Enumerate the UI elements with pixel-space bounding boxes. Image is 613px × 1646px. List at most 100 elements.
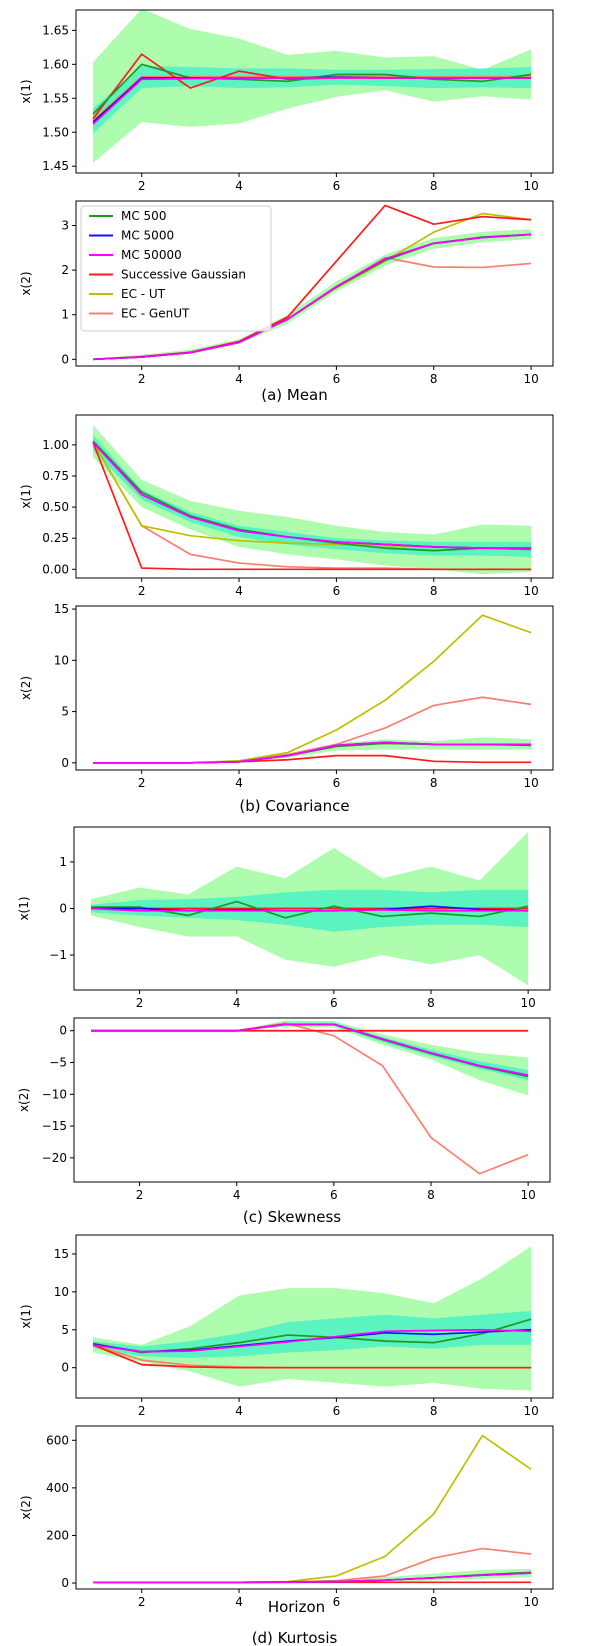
spread-band-1 (93, 229, 532, 360)
y-axis-label: x(1) (19, 1304, 33, 1328)
series-line-successive-gaussian (93, 754, 532, 764)
x-tick-label: 4 (235, 372, 243, 386)
y-tick-label: 2 (61, 263, 69, 277)
subplot-4: 2 4 6 8 10 0 5 10 15 x(2) (b) Covariance (19, 602, 554, 815)
x-axis-label: Horizon (268, 1598, 325, 1616)
y-tick-label: 0 (59, 1024, 67, 1038)
y-tick-label: 0.50 (42, 500, 69, 514)
x-tick-label: 4 (235, 1404, 243, 1418)
x-tick-label: 6 (330, 1188, 338, 1202)
x-tick-label: 8 (430, 584, 438, 598)
legend-entry-label: EC - GenUT (121, 307, 190, 321)
plot-area (92, 1246, 532, 1391)
axes-frame (73, 1017, 551, 1183)
y-axis-label: x(1) (19, 79, 33, 103)
x-tick-label: 4 (233, 1188, 241, 1202)
spread-band-2 (93, 65, 532, 134)
series-line-mc-50000 (91, 1023, 529, 1077)
x-tick-label: 10 (523, 372, 538, 386)
spread-band-1 (93, 10, 532, 163)
spread-band-1 (93, 424, 532, 575)
x-tick-label: 8 (427, 1188, 435, 1202)
y-tick-label: 200 (46, 1528, 69, 1542)
x-tick-label: 6 (333, 1595, 341, 1609)
y-tick-label: 5 (61, 705, 69, 719)
y-tick-label: 10 (54, 653, 69, 667)
series-line-mc-50000 (92, 77, 532, 125)
x-tick-label: 2 (138, 776, 146, 790)
subfigure-caption: (c) Skewness (243, 1208, 341, 1226)
x-tick-label: 6 (330, 996, 338, 1010)
x-tick-label: 2 (138, 584, 146, 598)
x-tick-label: 10 (523, 1404, 538, 1418)
y-tick-label: 1.00 (42, 438, 69, 452)
x-tick-label: 8 (430, 1404, 438, 1418)
y-axis-label: x(2) (19, 676, 33, 700)
series-line-successive-gaussian (92, 442, 532, 571)
axes-frame (75, 1234, 554, 1399)
y-tick-label: 1 (59, 855, 67, 869)
subfigure-caption: (a) Mean (261, 386, 328, 404)
y-tick-label: −1 (49, 948, 67, 962)
subplot-1: 2 4 6 8 10 1.45 1.50 1.55 1.60 1.65 x(1) (19, 9, 554, 193)
x-tick-label: 2 (136, 996, 144, 1010)
y-tick-label: 0 (61, 1576, 69, 1590)
x-tick-label: 6 (333, 584, 341, 598)
x-tick-label: 10 (523, 179, 538, 193)
x-tick-label: 4 (235, 776, 243, 790)
y-tick-label: 0 (59, 902, 67, 916)
y-tick-label: 1.50 (42, 125, 69, 139)
legend-entry-label: MC 5000 (121, 229, 174, 243)
x-tick-label: 8 (427, 996, 435, 1010)
series-line-mc-50000 (92, 1328, 532, 1353)
y-tick-label: 1.55 (42, 91, 69, 105)
x-tick-label: 8 (430, 179, 438, 193)
plot-area (93, 614, 532, 764)
x-tick-label: 2 (136, 1188, 144, 1202)
y-tick-label: 15 (54, 602, 69, 616)
y-tick-label: 400 (46, 1481, 69, 1495)
spread-band-1 (93, 1568, 532, 1584)
x-tick-label: 4 (235, 179, 243, 193)
axes-frame (75, 200, 554, 367)
series-line-ec-genut (91, 1022, 529, 1175)
axes-frame (75, 9, 554, 174)
legend-entry-label: MC 500 (121, 209, 166, 223)
x-tick-label: 8 (430, 372, 438, 386)
plot-area (92, 10, 532, 163)
y-tick-label: 15 (54, 1247, 69, 1261)
x-tick-label: 4 (235, 1595, 243, 1609)
x-tick-label: 6 (333, 1404, 341, 1418)
series-line-mc-50000 (93, 1572, 532, 1584)
y-axis-label: x(2) (19, 271, 33, 295)
series-line-mc-50000 (93, 741, 532, 764)
x-tick-label: 6 (333, 372, 341, 386)
x-tick-label: 2 (138, 1404, 146, 1418)
y-tick-label: 0 (61, 1361, 69, 1375)
spread-band-2 (93, 1310, 532, 1358)
x-tick-label: 2 (138, 372, 146, 386)
y-tick-label: 1.65 (42, 23, 69, 37)
x-tick-label: 8 (430, 1595, 438, 1609)
y-tick-label: 0.75 (42, 469, 69, 483)
series-line-mc-50000 (92, 441, 532, 549)
y-tick-label: 0.25 (42, 531, 69, 545)
y-axis-label: x(2) (19, 1495, 33, 1519)
y-tick-label: −5 (49, 1055, 67, 1069)
x-tick-label: 4 (235, 584, 243, 598)
plot-area (92, 204, 532, 361)
y-tick-label: 1 (61, 308, 69, 322)
subplot-6: 2 4 6 8 10 −20 −15 −10 −5 0 x(2) (c) Skewness (17, 1017, 551, 1226)
y-tick-label: 5 (61, 1323, 69, 1337)
x-tick-label: 6 (333, 179, 341, 193)
y-axis-label: x(1) (19, 484, 33, 508)
y-axis-label: x(1) (17, 896, 31, 920)
axes-frame (75, 1425, 554, 1590)
y-tick-label: 600 (46, 1433, 69, 1447)
series-line-successive-gaussian (92, 1344, 532, 1369)
x-tick-label: 10 (523, 776, 538, 790)
subfigure-caption: (d) Kurtosis (252, 1629, 338, 1646)
legend-entry-label: Successive Gaussian (121, 268, 246, 282)
series-line-ec-genut (92, 75, 532, 121)
